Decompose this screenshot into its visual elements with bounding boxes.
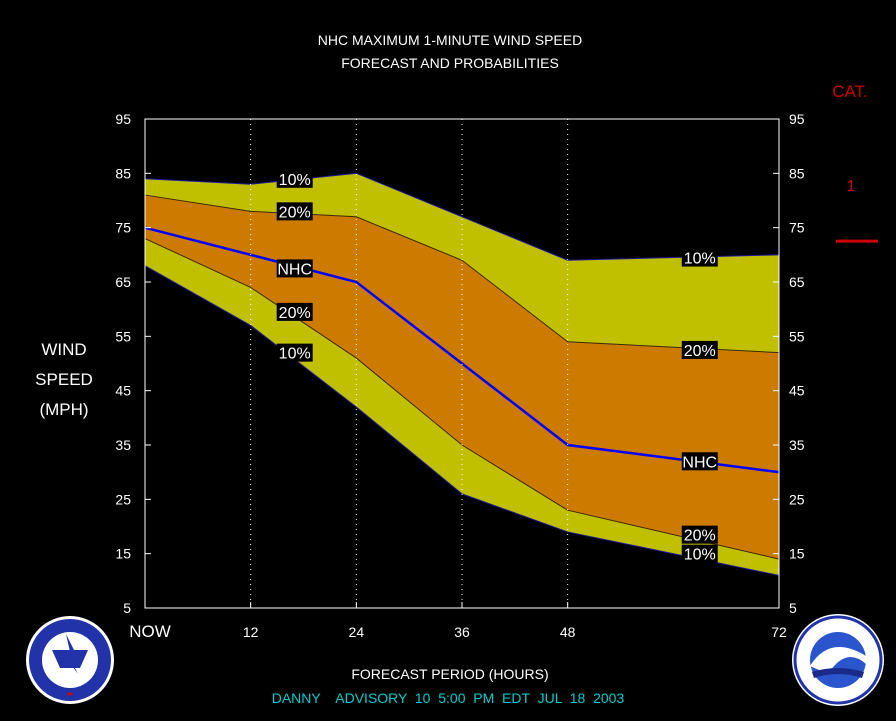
annotation-box <box>681 340 718 359</box>
line-upper10 <box>144 172 780 261</box>
annotation-10pct: 10% <box>681 248 718 268</box>
annotation-label: NHC <box>277 261 312 278</box>
y-tick-label-left: 25 <box>115 491 131 507</box>
annotation-label: 10% <box>279 172 311 189</box>
annotation-label: 10% <box>279 346 311 363</box>
annotation-box <box>276 302 313 321</box>
y-tick-label-right: 5 <box>789 600 797 616</box>
noaa-logo <box>792 614 884 706</box>
annotation-box <box>681 544 718 563</box>
annotation-box <box>681 248 718 267</box>
advisory-line: DANNY ADVISORY 10 5:00 PM EDT JUL 18 200… <box>272 690 625 706</box>
annotation-label: 10% <box>684 547 716 564</box>
nws-logo <box>26 616 114 704</box>
y-tick-label-right: 35 <box>789 437 805 453</box>
annotation-20pct: 20% <box>681 525 718 545</box>
y-tick-label-right: 15 <box>789 546 805 562</box>
annotation-20pct: 20% <box>276 302 313 322</box>
y-tick-label-right: 85 <box>789 165 805 181</box>
y-tick-label-left: 95 <box>115 111 131 127</box>
annotation-label: 10% <box>684 251 716 268</box>
y-tick-label-right: 25 <box>789 491 805 507</box>
x-tick-label: 48 <box>560 624 576 640</box>
x-axis-label: FORECAST PERIOD (HOURS) <box>351 666 548 682</box>
y-tick-label-right: 75 <box>789 220 805 236</box>
x-tick-label: 36 <box>454 624 470 640</box>
category-header: CAT. <box>832 82 868 101</box>
y-tick-label-left: 85 <box>115 165 131 181</box>
x-tick-label: 24 <box>349 624 365 640</box>
y-tick-label-left: 65 <box>115 274 131 290</box>
annotation-box <box>276 202 313 221</box>
line-lower10 <box>144 265 780 576</box>
line-upper20 <box>144 194 780 354</box>
line-lower20 <box>144 238 780 560</box>
y-tick-label-right: 55 <box>789 328 805 344</box>
annotation-20pct: 20% <box>276 202 313 221</box>
annotation-10pct: 10% <box>276 343 313 363</box>
x-tick-label: NOW <box>129 622 171 641</box>
chart-title-line1: NHC MAXIMUM 1-MINUTE WIND SPEED <box>318 32 582 48</box>
annotation-label: 20% <box>279 204 311 221</box>
y-tick-label-left: 55 <box>115 328 131 344</box>
y-tick-label-left: 35 <box>115 437 131 453</box>
band-20-percent <box>145 195 779 560</box>
x-axis-ticks: NOW 12 24 36 48 72 <box>129 602 787 641</box>
y-tick-label-left: 15 <box>115 546 131 562</box>
annotation-20pct: 20% <box>681 340 718 360</box>
annotation-box <box>681 452 718 471</box>
y-tick-label-right: 45 <box>789 383 805 399</box>
y-tick-label-left: 75 <box>115 220 131 236</box>
annotation-label: 20% <box>684 343 716 360</box>
annotation-10pct: 10% <box>681 544 718 564</box>
y-tick-label-right: 65 <box>789 274 805 290</box>
annotation-label: NHC <box>682 454 717 471</box>
chart-title-line2: FORECAST AND PROBABILITIES <box>341 55 559 71</box>
annotation-box <box>681 525 718 544</box>
x-tick-label: 72 <box>771 624 787 640</box>
annotation-box <box>276 343 313 362</box>
annotation-box <box>276 169 313 188</box>
category-legend: CAT. 1 <box>832 82 878 243</box>
y-axis-label-line2: SPEED <box>35 370 93 389</box>
annotation-label: 20% <box>684 528 716 545</box>
y-axis-label-line1: WIND <box>41 340 86 359</box>
annotation-label: 20% <box>279 305 311 322</box>
annotation-nhc: NHC <box>681 452 718 471</box>
y-tick-label-left: 5 <box>123 600 131 616</box>
annotation-nhc: NHC <box>276 259 313 278</box>
y-tick-label-left: 45 <box>115 383 131 399</box>
y-tick-label-right: 95 <box>789 111 805 127</box>
band-annotations: 10% 20% NHC 20% 10% 10% 20% NHC 20% 10% <box>276 169 718 564</box>
x-tick-label: 12 <box>243 624 259 640</box>
y-axis-label-line3: (MPH) <box>39 400 88 419</box>
annotation-box <box>276 259 313 278</box>
category-level-label: 1 <box>847 178 856 195</box>
boundary-lines <box>144 172 780 576</box>
annotation-10pct: 10% <box>276 169 313 189</box>
line-nhc-forecast <box>144 226 780 474</box>
